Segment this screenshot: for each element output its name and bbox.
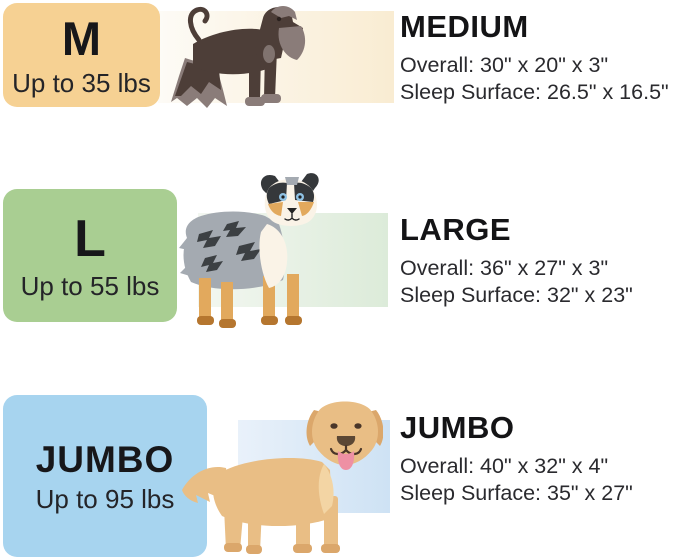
jumbo-size-badge: JUMBO Up to 95 lbs [3,395,207,557]
jumbo-overall-dimensions: Overall: 40" x 32" x 4" [400,453,609,478]
miniature-schnauzer-dog-icon [171,6,306,108]
large-sleep-surface-dimensions: Sleep Surface: 32" x 23" [400,282,633,307]
jumbo-details: JUMBO Overall: 40" x 32" x 4" Sleep Surf… [400,410,633,507]
medium-overall-dimensions: Overall: 30" x 20" x 3" [400,52,609,77]
jumbo-sleep-surface-dimensions: Sleep Surface: 35" x 27" [400,480,633,505]
large-size-heading: LARGE [400,212,511,247]
large-weight-label: Up to 55 lbs [20,270,160,301]
jumbo-size-heading: JUMBO [400,410,515,445]
medium-size-badge: M Up to 35 lbs [3,3,160,107]
golden-retriever-dog-icon [182,401,383,554]
medium-size-letter: M [61,11,102,65]
medium-sleep-surface-dimensions: Sleep Surface: 26.5" x 16.5" [400,79,669,104]
australian-shepherd-dog-icon [179,173,319,328]
large-size-badge: L Up to 55 lbs [3,189,177,322]
medium-size-heading: MEDIUM [400,9,529,44]
large-details: LARGE Overall: 36" x 27" x 3" Sleep Surf… [400,212,633,309]
medium-weight-label: Up to 35 lbs [12,67,151,98]
medium-details: MEDIUM Overall: 30" x 20" x 3" Sleep Sur… [400,9,669,106]
jumbo-size-letter: JUMBO [35,438,175,480]
jumbo-weight-label: Up to 95 lbs [35,483,175,514]
large-size-letter: L [74,209,106,268]
large-overall-dimensions: Overall: 36" x 27" x 3" [400,255,609,280]
